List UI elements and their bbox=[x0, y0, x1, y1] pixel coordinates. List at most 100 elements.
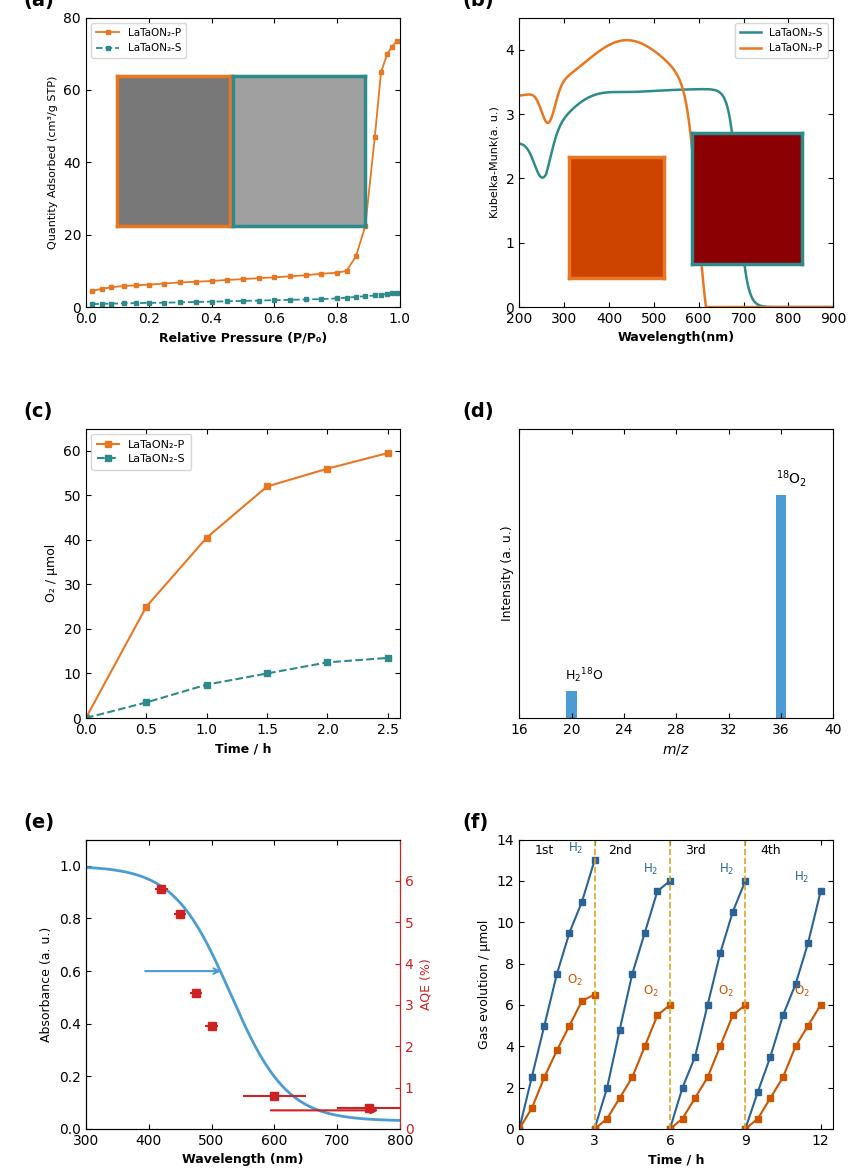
Legend: LaTaON₂-S, LaTaON₂-P: LaTaON₂-S, LaTaON₂-P bbox=[735, 22, 828, 59]
LaTaON₂-S bbox=[191, 295, 201, 309]
LaTaON₂-P bbox=[514, 88, 524, 102]
LaTaON₂-S bbox=[316, 292, 326, 306]
LaTaON₂-P bbox=[119, 279, 129, 293]
X-axis label: Relative Pressure (P/P₀): Relative Pressure (P/P₀) bbox=[159, 332, 327, 345]
LaTaON₂-P bbox=[382, 446, 393, 460]
LaTaON₂-P bbox=[106, 280, 116, 294]
Legend: LaTaON₂-P, LaTaON₂-S: LaTaON₂-P, LaTaON₂-S bbox=[91, 22, 186, 59]
LaTaON₂-S bbox=[238, 294, 248, 308]
LaTaON₂-P bbox=[191, 275, 201, 289]
Y-axis label: O₂ / μmol: O₂ / μmol bbox=[45, 544, 58, 602]
LaTaON₂-P bbox=[159, 276, 169, 290]
X-axis label: Wavelength (nm): Wavelength (nm) bbox=[182, 1154, 303, 1167]
LaTaON₂-P bbox=[96, 282, 107, 296]
X-axis label: $m/z$: $m/z$ bbox=[662, 742, 690, 757]
LaTaON₂-S bbox=[175, 295, 186, 309]
LaTaON₂-S bbox=[759, 300, 770, 314]
LaTaON₂-P bbox=[360, 219, 370, 233]
LaTaON₂-S bbox=[206, 294, 216, 308]
Text: (c): (c) bbox=[23, 402, 52, 421]
LaTaON₂-S bbox=[332, 292, 342, 306]
Text: O$_2$: O$_2$ bbox=[794, 983, 809, 998]
LaTaON₂-P bbox=[141, 600, 151, 614]
LaTaON₂-P bbox=[322, 462, 332, 476]
Y-axis label: Quantity Adsorbed (cm³/g STP): Quantity Adsorbed (cm³/g STP) bbox=[48, 75, 58, 249]
LaTaON₂-S bbox=[141, 695, 151, 709]
LaTaON₂-S bbox=[360, 289, 370, 303]
LaTaON₂-P bbox=[222, 273, 232, 287]
LaTaON₂-S bbox=[652, 83, 662, 98]
LaTaON₂-P bbox=[653, 47, 663, 61]
LaTaON₂-P bbox=[316, 267, 326, 281]
Text: 1st: 1st bbox=[534, 843, 554, 856]
LaTaON₂-S bbox=[376, 288, 387, 302]
LaTaON₂-S bbox=[96, 296, 107, 310]
LaTaON₂-S bbox=[301, 293, 311, 307]
Text: (b): (b) bbox=[463, 0, 494, 11]
LaTaON₂-S bbox=[341, 290, 351, 305]
LaTaON₂-P bbox=[143, 278, 154, 292]
LaTaON₂-S bbox=[253, 294, 264, 308]
X-axis label: Wavelength(nm): Wavelength(nm) bbox=[618, 332, 734, 345]
Y-axis label: Absorbance (a. u.): Absorbance (a. u.) bbox=[40, 927, 53, 1042]
LaTaON₂-P bbox=[202, 530, 212, 544]
Text: 3rd: 3rd bbox=[685, 843, 705, 856]
LaTaON₂-S bbox=[159, 295, 169, 309]
LaTaON₂-P bbox=[701, 300, 711, 314]
LaTaON₂-S bbox=[131, 296, 141, 310]
Text: $^{18}$O$_2$: $^{18}$O$_2$ bbox=[776, 468, 807, 489]
LaTaON₂-S bbox=[269, 293, 279, 307]
Text: H$_2$$^{18}$O: H$_2$$^{18}$O bbox=[565, 666, 603, 684]
Y-axis label: Gas evolution / μmol: Gas evolution / μmol bbox=[478, 920, 491, 1049]
LaTaON₂-S bbox=[285, 293, 295, 307]
Text: O$_2$: O$_2$ bbox=[718, 983, 734, 998]
Text: (a): (a) bbox=[23, 0, 54, 11]
LaTaON₂-S bbox=[87, 298, 97, 312]
LaTaON₂-P bbox=[642, 39, 652, 53]
X-axis label: Time / h: Time / h bbox=[215, 742, 271, 755]
LaTaON₂-P bbox=[622, 33, 632, 47]
LaTaON₂-P bbox=[828, 300, 838, 314]
LaTaON₂-P bbox=[87, 283, 97, 298]
Text: (f): (f) bbox=[463, 813, 489, 831]
LaTaON₂-S bbox=[119, 296, 129, 310]
LaTaON₂-P bbox=[376, 65, 387, 79]
Bar bbox=[776, 495, 786, 719]
LaTaON₂-P bbox=[546, 112, 557, 126]
Text: H$_2$: H$_2$ bbox=[719, 862, 734, 877]
Text: H$_2$: H$_2$ bbox=[794, 870, 809, 886]
Text: O$_2$: O$_2$ bbox=[568, 974, 583, 988]
Line: LaTaON₂-P: LaTaON₂-P bbox=[82, 449, 392, 721]
LaTaON₂-S bbox=[202, 677, 212, 691]
LaTaON₂-S bbox=[382, 287, 393, 301]
LaTaON₂-P bbox=[131, 279, 141, 293]
LaTaON₂-S bbox=[350, 289, 361, 303]
LaTaON₂-S bbox=[369, 288, 380, 302]
Text: O$_2$: O$_2$ bbox=[643, 983, 659, 998]
LaTaON₂-P bbox=[269, 270, 279, 285]
LaTaON₂-P bbox=[387, 40, 397, 54]
LaTaON₂-P bbox=[206, 274, 216, 288]
LaTaON₂-P bbox=[392, 34, 402, 48]
LaTaON₂-S bbox=[641, 85, 651, 99]
LaTaON₂-S bbox=[828, 300, 838, 314]
Text: 2nd: 2nd bbox=[608, 843, 631, 856]
LaTaON₂-S bbox=[322, 655, 332, 669]
LaTaON₂-P bbox=[81, 711, 91, 726]
Line: LaTaON₂-S: LaTaON₂-S bbox=[89, 290, 399, 307]
LaTaON₂-S bbox=[730, 156, 740, 171]
LaTaON₂-S bbox=[143, 296, 154, 310]
LaTaON₂-S bbox=[546, 147, 557, 161]
LaTaON₂-S bbox=[222, 294, 232, 308]
LaTaON₂-S bbox=[106, 296, 116, 310]
LaTaON₂-P bbox=[369, 131, 380, 145]
Y-axis label: Intensity (a. u.): Intensity (a. u.) bbox=[501, 526, 514, 621]
Line: LaTaON₂-P: LaTaON₂-P bbox=[89, 39, 399, 293]
Legend: LaTaON₂-P, LaTaON₂-S: LaTaON₂-P, LaTaON₂-S bbox=[91, 434, 192, 469]
LaTaON₂-P bbox=[332, 266, 342, 280]
LaTaON₂-S bbox=[698, 82, 709, 96]
LaTaON₂-S bbox=[514, 136, 524, 151]
X-axis label: Time / h: Time / h bbox=[648, 1154, 704, 1167]
Text: 4th: 4th bbox=[760, 843, 781, 856]
Line: LaTaON₂-P: LaTaON₂-P bbox=[519, 40, 833, 307]
